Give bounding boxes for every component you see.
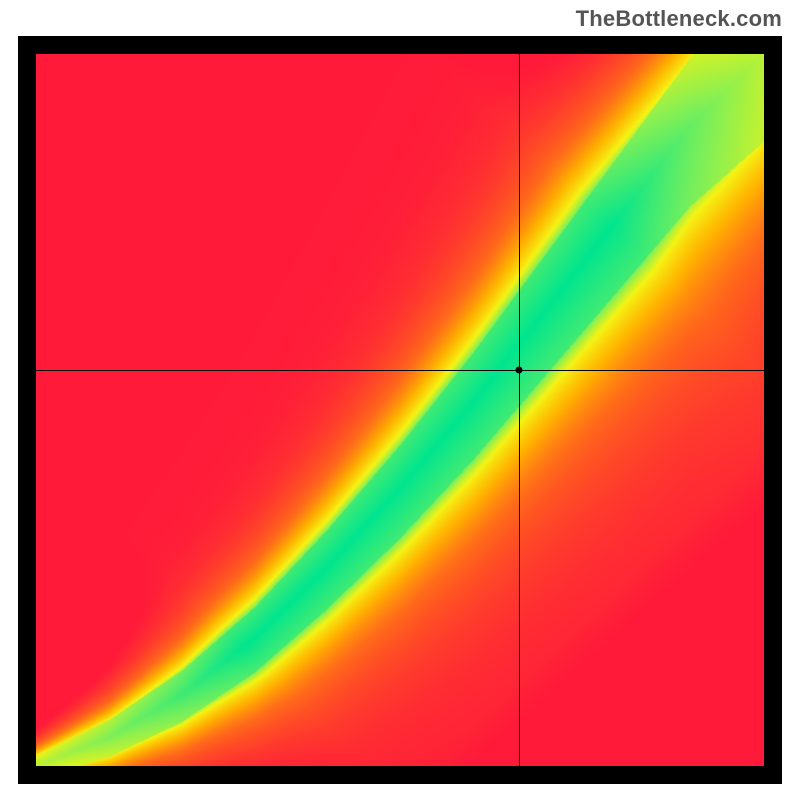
chart-outer-frame (18, 36, 782, 784)
chart-container: TheBottleneck.com (0, 0, 800, 800)
chart-plot-area (36, 54, 764, 766)
heatmap-canvas (36, 54, 764, 766)
crosshair-vertical (519, 54, 520, 766)
watermark-text: TheBottleneck.com (576, 6, 782, 32)
crosshair-horizontal (36, 370, 764, 371)
marker-dot (516, 367, 523, 374)
